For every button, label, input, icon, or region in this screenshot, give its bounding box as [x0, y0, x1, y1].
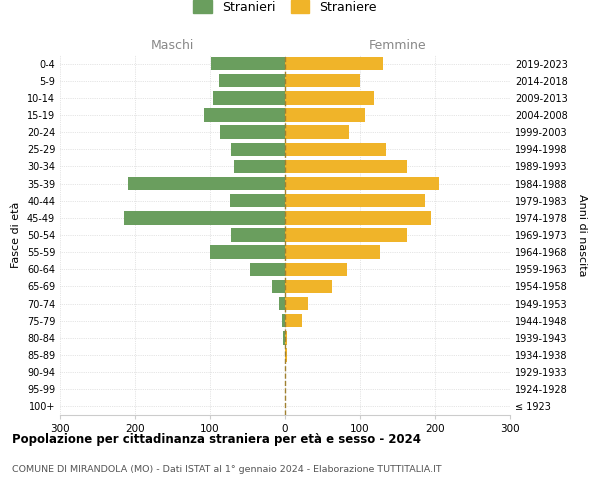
Bar [231, 228, 285, 241]
Bar [285, 91, 373, 104]
Y-axis label: Fasce di età: Fasce di età [11, 202, 21, 268]
Bar [210, 246, 285, 259]
Bar [230, 194, 285, 207]
Bar [219, 74, 285, 88]
Text: COMUNE DI MIRANDOLA (MO) - Dati ISTAT al 1° gennaio 2024 - Elaborazione TUTTITAL: COMUNE DI MIRANDOLA (MO) - Dati ISTAT al… [12, 465, 442, 474]
Bar [285, 280, 331, 293]
Bar [285, 126, 349, 139]
Y-axis label: Anni di nascita: Anni di nascita [577, 194, 587, 276]
Bar [285, 74, 360, 88]
Bar [128, 177, 285, 190]
Bar [271, 280, 285, 293]
Bar [234, 160, 285, 173]
Bar [282, 314, 285, 328]
Bar [211, 57, 285, 70]
Text: Maschi: Maschi [151, 40, 194, 52]
Bar [285, 331, 287, 344]
Bar [285, 348, 287, 362]
Bar [285, 108, 365, 122]
Bar [231, 142, 285, 156]
Bar [285, 262, 347, 276]
Bar [285, 177, 439, 190]
Bar [250, 262, 285, 276]
Bar [285, 297, 308, 310]
Bar [285, 314, 302, 328]
Text: Popolazione per cittadinanza straniera per età e sesso - 2024: Popolazione per cittadinanza straniera p… [12, 432, 421, 446]
Bar [285, 142, 386, 156]
Bar [213, 91, 285, 104]
Bar [285, 246, 380, 259]
Text: Femmine: Femmine [368, 40, 427, 52]
Bar [285, 194, 425, 207]
Bar [285, 228, 407, 241]
Bar [220, 126, 285, 139]
Legend: Stranieri, Straniere: Stranieri, Straniere [187, 0, 383, 20]
Bar [285, 57, 383, 70]
Bar [285, 211, 431, 224]
Bar [124, 211, 285, 224]
Bar [283, 331, 285, 344]
Bar [204, 108, 285, 122]
Bar [285, 160, 407, 173]
Bar [279, 297, 285, 310]
